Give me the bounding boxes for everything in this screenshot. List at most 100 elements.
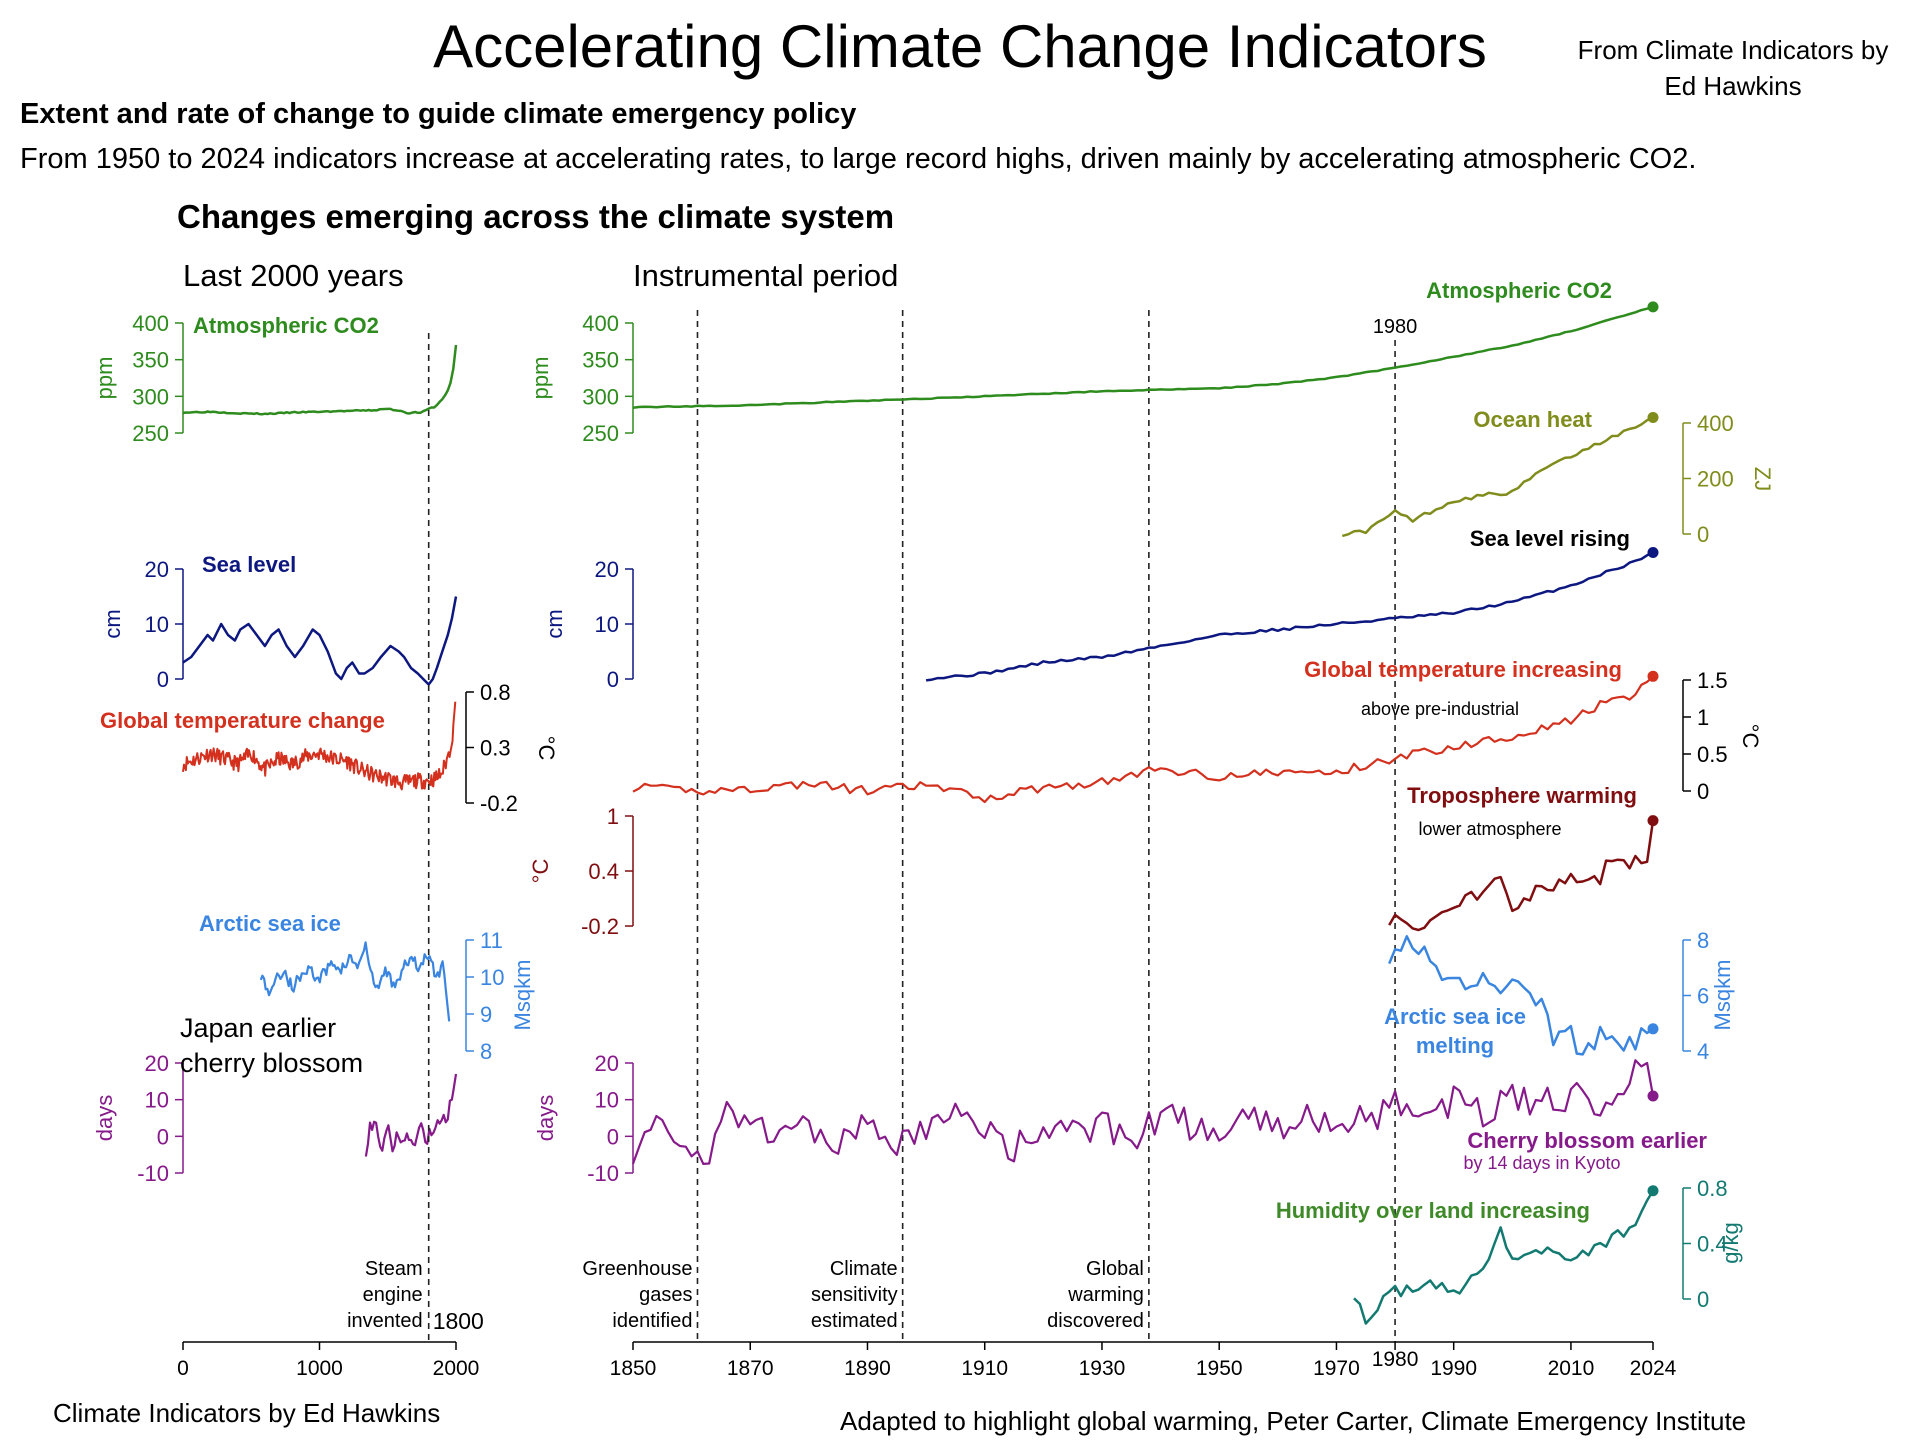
y-unit-label: ppm bbox=[528, 357, 553, 400]
y-unit-label: °C bbox=[1738, 724, 1763, 749]
y-unit-label: g/kg bbox=[1718, 1222, 1743, 1264]
y-tick-label: -0.2 bbox=[581, 914, 619, 939]
y-tick-label: 1 bbox=[607, 804, 619, 829]
marker-label: discovered bbox=[1047, 1310, 1144, 1332]
y-unit-label: Msqkm bbox=[1710, 960, 1735, 1031]
y-tick-label: 0.8 bbox=[480, 680, 511, 705]
y-tick-label: 0.8 bbox=[1697, 1176, 1728, 1201]
right-x-tick-label: 1990 bbox=[1430, 1357, 1477, 1380]
y-unit-label: days bbox=[92, 1095, 117, 1141]
sea-ice-melting-title-line2: melting bbox=[1416, 1033, 1494, 1058]
attribution: From Climate Indicators by Ed Hawkins bbox=[1577, 35, 1889, 101]
right-sea-level-endpoint bbox=[1647, 547, 1659, 558]
y-tick-label: 350 bbox=[132, 348, 169, 373]
left-credit: Climate Indicators by Ed Hawkins bbox=[53, 1398, 441, 1428]
troposphere-note: lower atmosphere bbox=[1418, 819, 1561, 839]
right-x-tick-label: 2010 bbox=[1548, 1357, 1595, 1380]
marker-label: identified bbox=[612, 1310, 692, 1332]
y-unit-label: °C bbox=[528, 859, 553, 884]
right-panel-title: Instrumental period bbox=[633, 258, 899, 293]
right-sea-ice-line bbox=[1388, 935, 1654, 1056]
steam-engine-label: engine bbox=[363, 1284, 423, 1306]
right-x-tick-label: 1910 bbox=[961, 1357, 1008, 1380]
temp-increasing-title: Global temperature increasing bbox=[1304, 657, 1622, 682]
y-tick-label: 10 bbox=[595, 1088, 619, 1113]
y-tick-label: -10 bbox=[137, 1161, 169, 1186]
steam-engine-year: 1800 bbox=[433, 1308, 484, 1334]
y-tick-label: 200 bbox=[1697, 467, 1734, 492]
right-cherry-line bbox=[631, 1059, 1655, 1165]
y-tick-label: 10 bbox=[595, 612, 619, 637]
right-cherry-endpoint bbox=[1647, 1090, 1659, 1102]
y-tick-label: 20 bbox=[145, 1051, 169, 1076]
cherry-earlier-title: Cherry blossom earlier bbox=[1467, 1128, 1707, 1153]
y-tick-label: 0 bbox=[157, 1124, 169, 1149]
right-x-tick-label: 1950 bbox=[1196, 1357, 1243, 1380]
marker-label: Climate bbox=[830, 1258, 898, 1280]
troposphere-title: Troposphere warming bbox=[1407, 783, 1637, 808]
marker-label: estimated bbox=[811, 1310, 898, 1332]
sea-ice-melting-title-line1: Arctic sea ice bbox=[1384, 1004, 1526, 1029]
y-tick-label: -10 bbox=[587, 1161, 619, 1186]
y-unit-label: ppm bbox=[92, 357, 117, 400]
y-tick-label: -0.2 bbox=[480, 791, 518, 816]
marker-label: Greenhouse bbox=[582, 1258, 692, 1280]
y-tick-label: 0 bbox=[1697, 522, 1709, 547]
y-tick-label: 0 bbox=[1697, 1287, 1709, 1312]
y-tick-label: 4 bbox=[1697, 1039, 1709, 1064]
y-unit-label: days bbox=[533, 1095, 558, 1141]
y-tick-label: 300 bbox=[582, 384, 619, 409]
y-tick-label: 10 bbox=[145, 612, 169, 637]
subtitle-bold: Extent and rate of change to guide clima… bbox=[20, 98, 857, 130]
left-sea-ice-line bbox=[259, 941, 451, 1022]
right-credit: Adapted to highlight global warming, Pet… bbox=[840, 1406, 1747, 1436]
y-tick-label: 0 bbox=[1697, 779, 1709, 804]
y-tick-label: 400 bbox=[582, 311, 619, 336]
y-tick-label: 0 bbox=[607, 667, 619, 692]
cherry-earlier-note: by 14 days in Kyoto bbox=[1463, 1153, 1620, 1173]
right-x-tick-label: 1980 bbox=[1372, 1348, 1419, 1371]
main-title: Accelerating Climate Change Indicators bbox=[433, 13, 1487, 80]
right-x-tick-label: 1930 bbox=[1079, 1357, 1126, 1380]
y-unit-label: Msqkm bbox=[510, 960, 535, 1031]
y-tick-label: 1 bbox=[1697, 705, 1709, 730]
right-x-tick-label: 1850 bbox=[610, 1357, 657, 1380]
humidity-title: Humidity over land increasing bbox=[1276, 1198, 1590, 1223]
left-sea-level-line bbox=[182, 596, 458, 686]
y-unit-label: °C bbox=[534, 736, 559, 761]
marker-label: gases bbox=[639, 1284, 692, 1306]
humidity-endpoint bbox=[1647, 1185, 1659, 1197]
y-tick-label: 9 bbox=[480, 1002, 492, 1027]
humidity-line bbox=[1353, 1190, 1655, 1325]
marker-1980-label: 1980 bbox=[1373, 316, 1418, 338]
y-unit-label: ZJ bbox=[1750, 467, 1775, 491]
y-tick-label: 0.4 bbox=[1697, 1232, 1728, 1257]
left-sea-level-title: Sea level bbox=[202, 552, 296, 577]
y-tick-label: 1.5 bbox=[1697, 668, 1728, 693]
right-co2-endpoint bbox=[1647, 301, 1659, 313]
y-tick-label: 300 bbox=[132, 384, 169, 409]
y-unit-label: cm bbox=[100, 609, 125, 638]
troposphere-endpoint bbox=[1647, 815, 1659, 827]
left-temp-title: Global temperature change bbox=[100, 708, 385, 733]
y-tick-label: 0 bbox=[157, 667, 169, 692]
sea-level-rising-title: Sea level rising bbox=[1470, 526, 1630, 551]
ocean-heat-line bbox=[1341, 416, 1654, 538]
y-tick-label: 400 bbox=[132, 311, 169, 336]
left-sea-ice-title: Arctic sea ice bbox=[199, 911, 341, 936]
marker-label: sensitivity bbox=[811, 1284, 898, 1306]
y-tick-label: 10 bbox=[145, 1088, 169, 1113]
y-tick-label: 10 bbox=[480, 965, 504, 990]
y-tick-label: 20 bbox=[145, 557, 169, 582]
right-x-tick-label: 1970 bbox=[1313, 1357, 1360, 1380]
y-tick-label: 250 bbox=[582, 421, 619, 446]
right-co2-line bbox=[632, 305, 1654, 410]
left-panel-title: Last 2000 years bbox=[183, 258, 404, 293]
steam-engine-label: Steam bbox=[365, 1258, 423, 1280]
y-tick-label: 6 bbox=[1697, 984, 1709, 1009]
y-tick-label: 400 bbox=[1697, 411, 1734, 436]
right-temp-endpoint bbox=[1647, 670, 1659, 682]
subtitle: From 1950 to 2024 indicators increase at… bbox=[20, 143, 1697, 175]
marker-label: Global bbox=[1086, 1258, 1144, 1280]
